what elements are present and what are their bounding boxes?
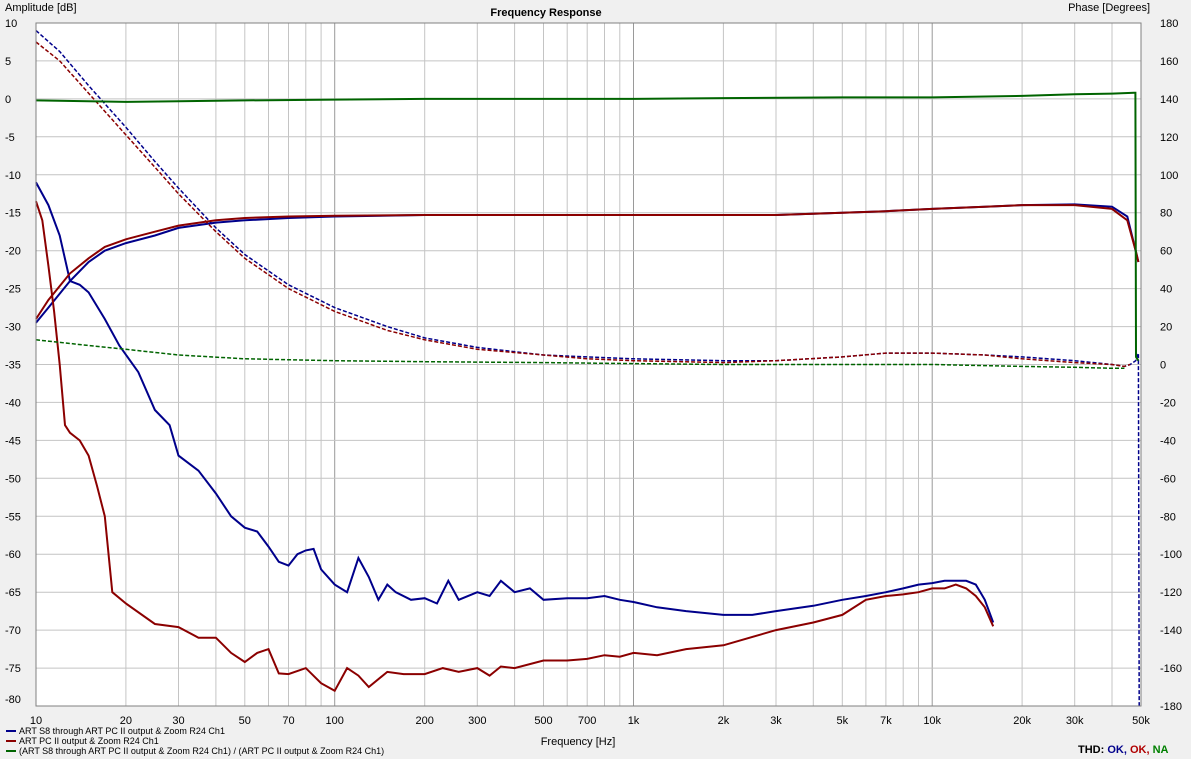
series-1-phase-line	[35, 41, 1131, 368]
y-left-axis-label: Amplitude [dB]	[5, 2, 77, 14]
x-tick-label: 10	[30, 715, 42, 727]
curves-layer	[35, 30, 1140, 707]
y-right-tick-label: 40	[1160, 284, 1172, 296]
legend-item-ratio: (ART S8 through ART PC II output & Zoom …	[6, 746, 384, 756]
legend-swatch-blue	[6, 730, 16, 732]
x-tick-label: 700	[578, 715, 596, 727]
y-left-tick-label: -55	[5, 511, 21, 523]
thd-status: THD: OK, OK, NA	[1078, 744, 1168, 756]
legend-item-s8: ART S8 through ART PC II output & Zoom R…	[6, 726, 384, 736]
legend-label-pc2: ART PC II output & Zoom R24 Ch1	[19, 736, 159, 746]
thd-status-2: OK,	[1129, 744, 1150, 756]
y-right-tick-label: -180	[1160, 701, 1182, 713]
y-left-tick-label: -10	[5, 170, 21, 182]
y-left-tick-label: -20	[5, 246, 21, 258]
y-right-tick-label: -80	[1160, 511, 1176, 523]
y-left-tick-label: 0	[5, 94, 11, 106]
x-tick-label: 30k	[1066, 715, 1084, 727]
y-right-axis-label: Phase [Degrees]	[1068, 2, 1150, 14]
y-left-tick-label: -5	[5, 132, 15, 144]
x-tick-label: 100	[326, 715, 344, 727]
y-right-tick-label: 120	[1160, 132, 1178, 144]
legend-swatch-green	[6, 750, 16, 752]
series-1-magnitude-line	[35, 204, 1140, 320]
y-left-tick-label: -45	[5, 435, 21, 447]
y-left-tick-label: -70	[5, 625, 21, 637]
y-left-tick-label: -25	[5, 284, 21, 296]
x-tick-label: 5k	[836, 715, 848, 727]
thd-label: THD:	[1078, 744, 1105, 756]
x-axis-label: Frequency [Hz]	[541, 736, 616, 748]
y-left-tick-label: -65	[5, 587, 21, 599]
x-tick-label: 30	[172, 715, 184, 727]
y-right-tick-label: 60	[1160, 246, 1172, 258]
y-right-tick-label: 160	[1160, 56, 1178, 68]
x-tick-label: 1k	[628, 715, 640, 727]
x-tick-label: 200	[416, 715, 434, 727]
x-tick-label: 2k	[718, 715, 730, 727]
x-tick-label: 3k	[770, 715, 782, 727]
y-left-tick-label: -35	[5, 360, 21, 372]
y-left-tick-label: 5	[5, 56, 11, 68]
y-right-tick-label: -20	[1160, 397, 1176, 409]
y-left-tick-label: -15	[5, 208, 21, 220]
thd-status-3: NA	[1152, 744, 1169, 756]
y-left-tick-label: -30	[5, 322, 21, 334]
x-tick-label: 10k	[923, 715, 941, 727]
y-right-tick-label: 0	[1160, 360, 1166, 372]
y-right-tick-label: 180	[1160, 18, 1178, 30]
chart-title: Frequency Response	[490, 7, 601, 19]
y-left-tick-label: -50	[5, 473, 21, 485]
series-0-distortion-line	[35, 181, 995, 623]
legend-swatch-red	[6, 740, 16, 742]
series-2-phase-line	[35, 339, 1125, 370]
series-2-magnitude-line	[35, 91, 1140, 362]
tick-labels: 10 20 30 50 70 100 200 300 500 700 1k 2k 3k 5k 7k 10k 20…	[5, 18, 1182, 727]
y-right-tick-label: -40	[1160, 435, 1176, 447]
y-right-tick-label: -160	[1160, 663, 1182, 675]
legend-item-pc2: ART PC II output & Zoom R24 Ch1	[6, 736, 384, 746]
y-right-tick-label: 140	[1160, 94, 1178, 106]
y-right-tick-label: -120	[1160, 587, 1182, 599]
x-tick-label: 20	[120, 715, 132, 727]
legend-label-ratio: (ART S8 through ART PC II output & Zoom …	[19, 746, 385, 756]
x-tick-label: 7k	[880, 715, 892, 727]
x-tick-label: 70	[282, 715, 294, 727]
y-left-tick-label: -75	[5, 663, 21, 675]
y-left-tick-label: 10	[5, 18, 17, 30]
y-right-tick-label: -60	[1160, 473, 1176, 485]
legend-label-s8: ART S8 through ART PC II output & Zoom R…	[19, 726, 225, 736]
x-tick-label: 300	[468, 715, 486, 727]
x-tick-label: 500	[534, 715, 552, 727]
y-right-tick-label: 20	[1160, 322, 1172, 334]
legend: ART S8 through ART PC II output & Zoom R…	[6, 726, 384, 756]
x-tick-label: 50	[239, 715, 251, 727]
thd-status-1: OK,	[1107, 744, 1127, 756]
y-right-tick-label: -140	[1160, 625, 1182, 637]
x-tick-label: 50k	[1132, 715, 1150, 727]
y-right-tick-label: 100	[1160, 170, 1178, 182]
series-1-distortion-line	[35, 200, 995, 693]
y-left-tick-label: -60	[5, 549, 21, 561]
x-tick-label: 20k	[1013, 715, 1031, 727]
y-left-tick-label: -80	[5, 694, 21, 706]
y-right-tick-label: -100	[1160, 549, 1182, 561]
y-right-tick-label: 80	[1160, 208, 1172, 220]
y-left-tick-label: -40	[5, 397, 21, 409]
plot-border	[35, 22, 1142, 707]
